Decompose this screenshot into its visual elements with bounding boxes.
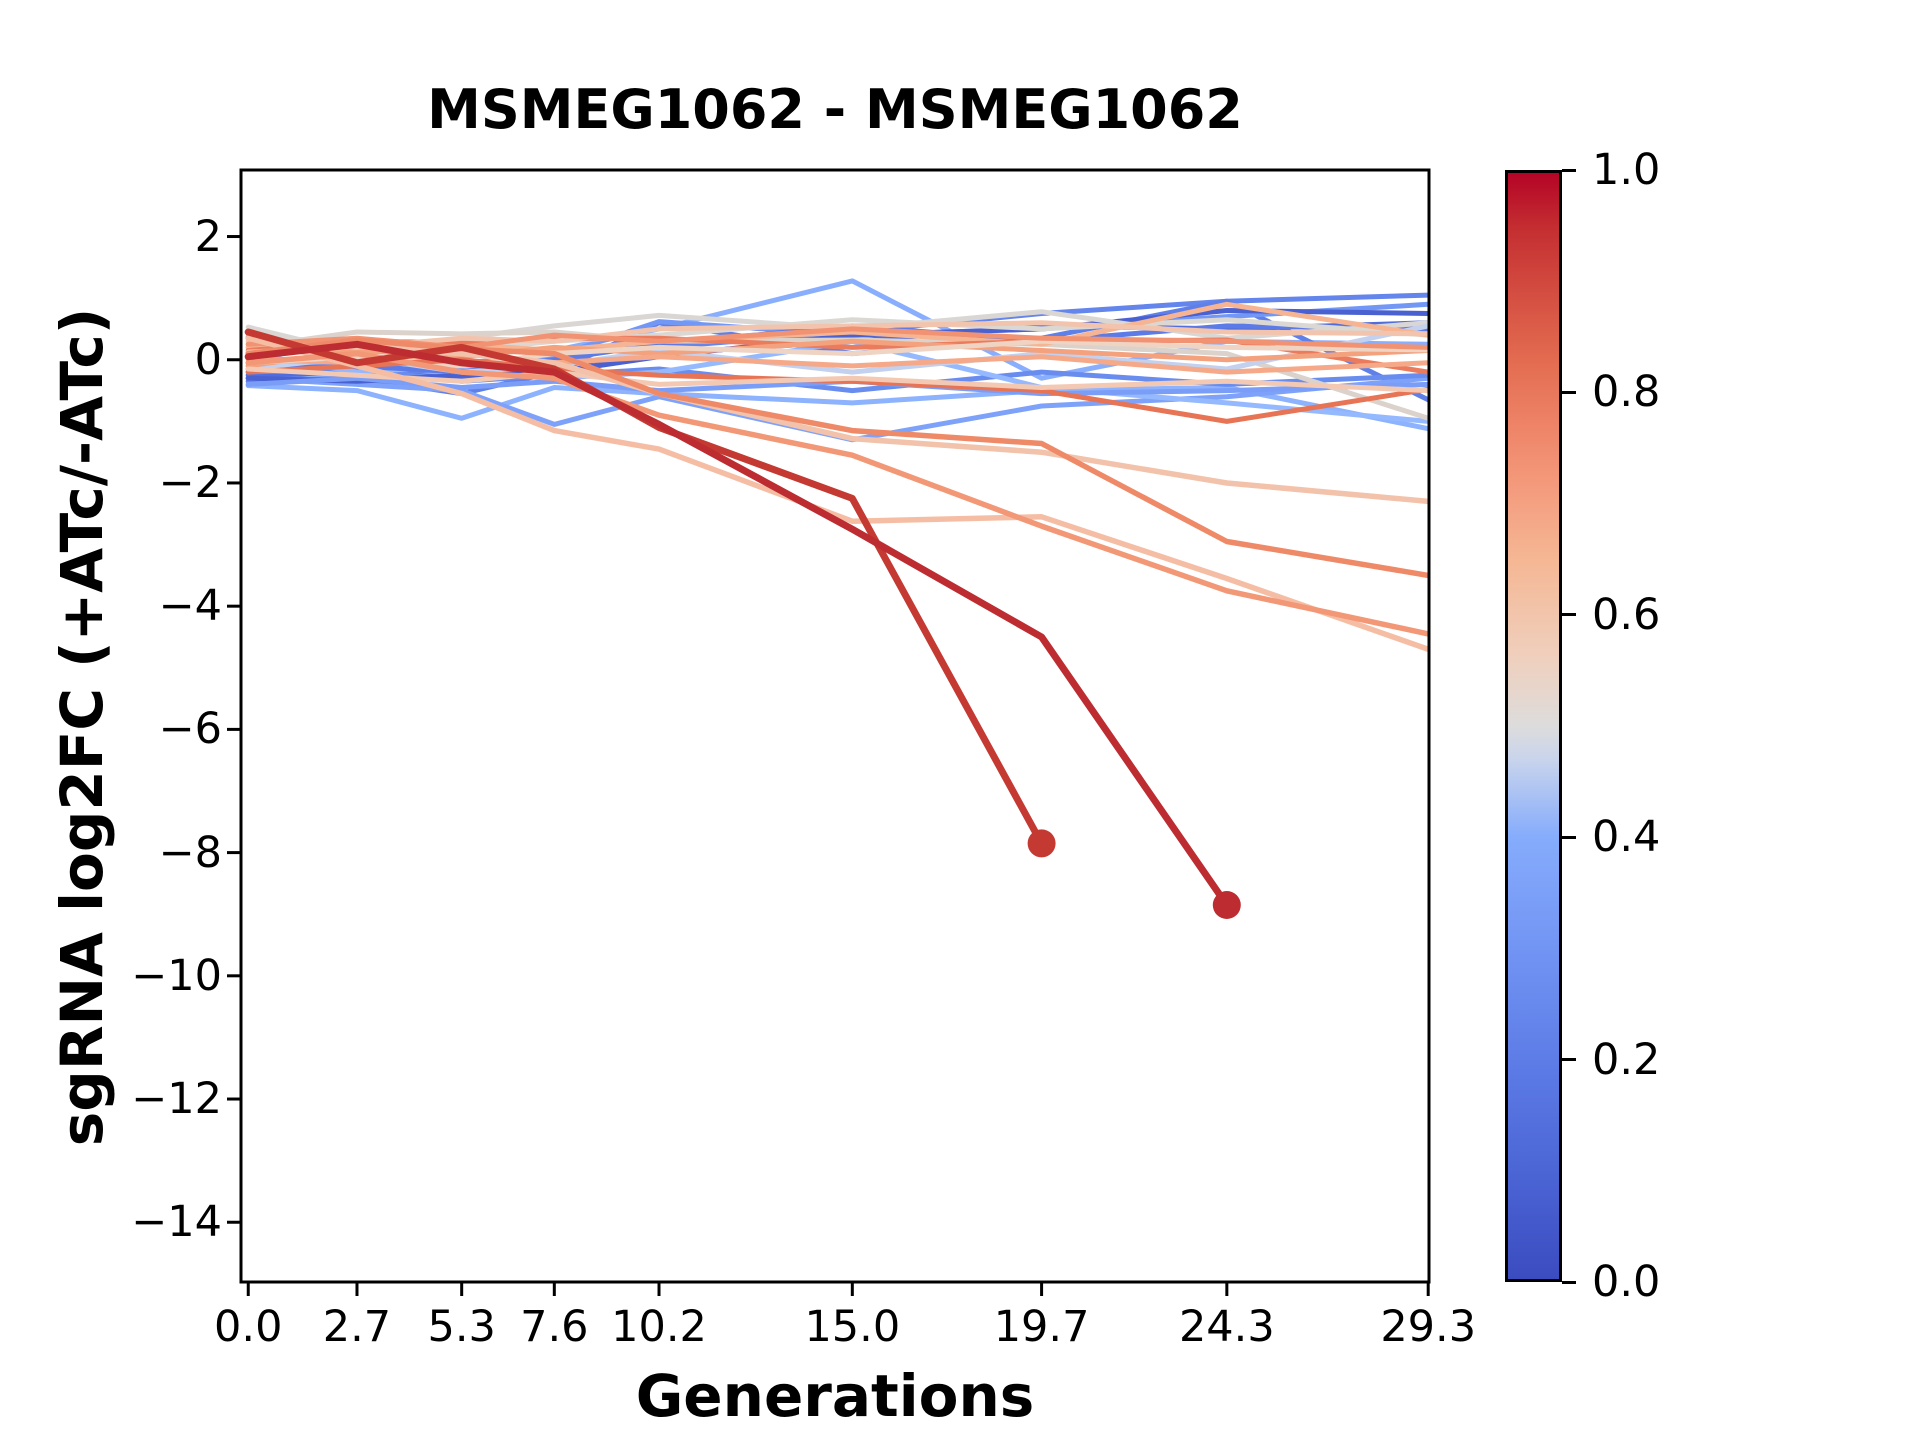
colorbar-tick-label: 0.4 xyxy=(1592,812,1661,863)
sgRNA-line-11 xyxy=(245,375,1429,397)
y-tick-label: −14 xyxy=(131,1197,222,1248)
x-tick-label: 5.3 xyxy=(427,1302,496,1352)
colorbar-tick-label: 0.0 xyxy=(1592,1257,1661,1307)
colorbar-tick-label: 1.0 xyxy=(1592,145,1661,195)
y-tick-label: 0 xyxy=(194,334,222,385)
colorbar-tick-mark xyxy=(1562,390,1576,394)
chart-title: MSMEG1062 - MSMEG1062 xyxy=(427,78,1243,141)
y-tick-label: −6 xyxy=(158,704,222,755)
y-tick-label: −2 xyxy=(158,457,222,508)
colorbar-tick-mark xyxy=(1562,613,1576,617)
x-tick-label: 24.3 xyxy=(1178,1302,1275,1352)
y-axis-label: sgRNA log2FC (+ATc/-ATc) xyxy=(48,307,116,1147)
x-tick-label: 19.7 xyxy=(993,1302,1090,1352)
y-tick-label: 2 xyxy=(194,211,222,262)
y-tick-label: −10 xyxy=(131,950,222,1001)
axes-spines xyxy=(239,168,1431,1284)
sgRNA-line-27 xyxy=(245,335,1429,653)
sgRNA-line-31-end-dot xyxy=(1212,891,1241,919)
y-tick-label: −12 xyxy=(131,1074,222,1125)
colorbar-tick-label: 0.2 xyxy=(1592,1034,1661,1085)
y-tick-label: −8 xyxy=(158,827,222,878)
colorbar-tick-mark xyxy=(1562,1058,1576,1062)
sgRNA-line-29 xyxy=(245,337,1429,579)
x-tick-label: 15.0 xyxy=(804,1302,901,1352)
sgRNA-line-23 xyxy=(245,357,1429,424)
x-tick-label: 7.6 xyxy=(520,1302,589,1352)
x-tick-label: 10.2 xyxy=(611,1302,707,1352)
colorbar-tick-label: 0.6 xyxy=(1592,589,1661,640)
x-tick-label: 0.0 xyxy=(214,1302,283,1352)
x-tick-label: 29.3 xyxy=(1380,1302,1477,1352)
sgRNA-line-30-end-dot xyxy=(1027,829,1056,858)
colorbar-tick-mark xyxy=(1562,835,1576,839)
colorbar-tick-mark xyxy=(1562,1280,1576,1284)
colorbar-tick-label: 0.8 xyxy=(1592,367,1661,418)
x-tick-label: 2.7 xyxy=(322,1302,392,1352)
colorbar-tick-mark xyxy=(1562,168,1576,172)
y-tick-label: −4 xyxy=(158,581,222,632)
colorbar-gradient xyxy=(1505,170,1562,1282)
sgRNA-line-31 xyxy=(244,340,1231,909)
x-axis-label: Generations xyxy=(635,1362,1035,1430)
